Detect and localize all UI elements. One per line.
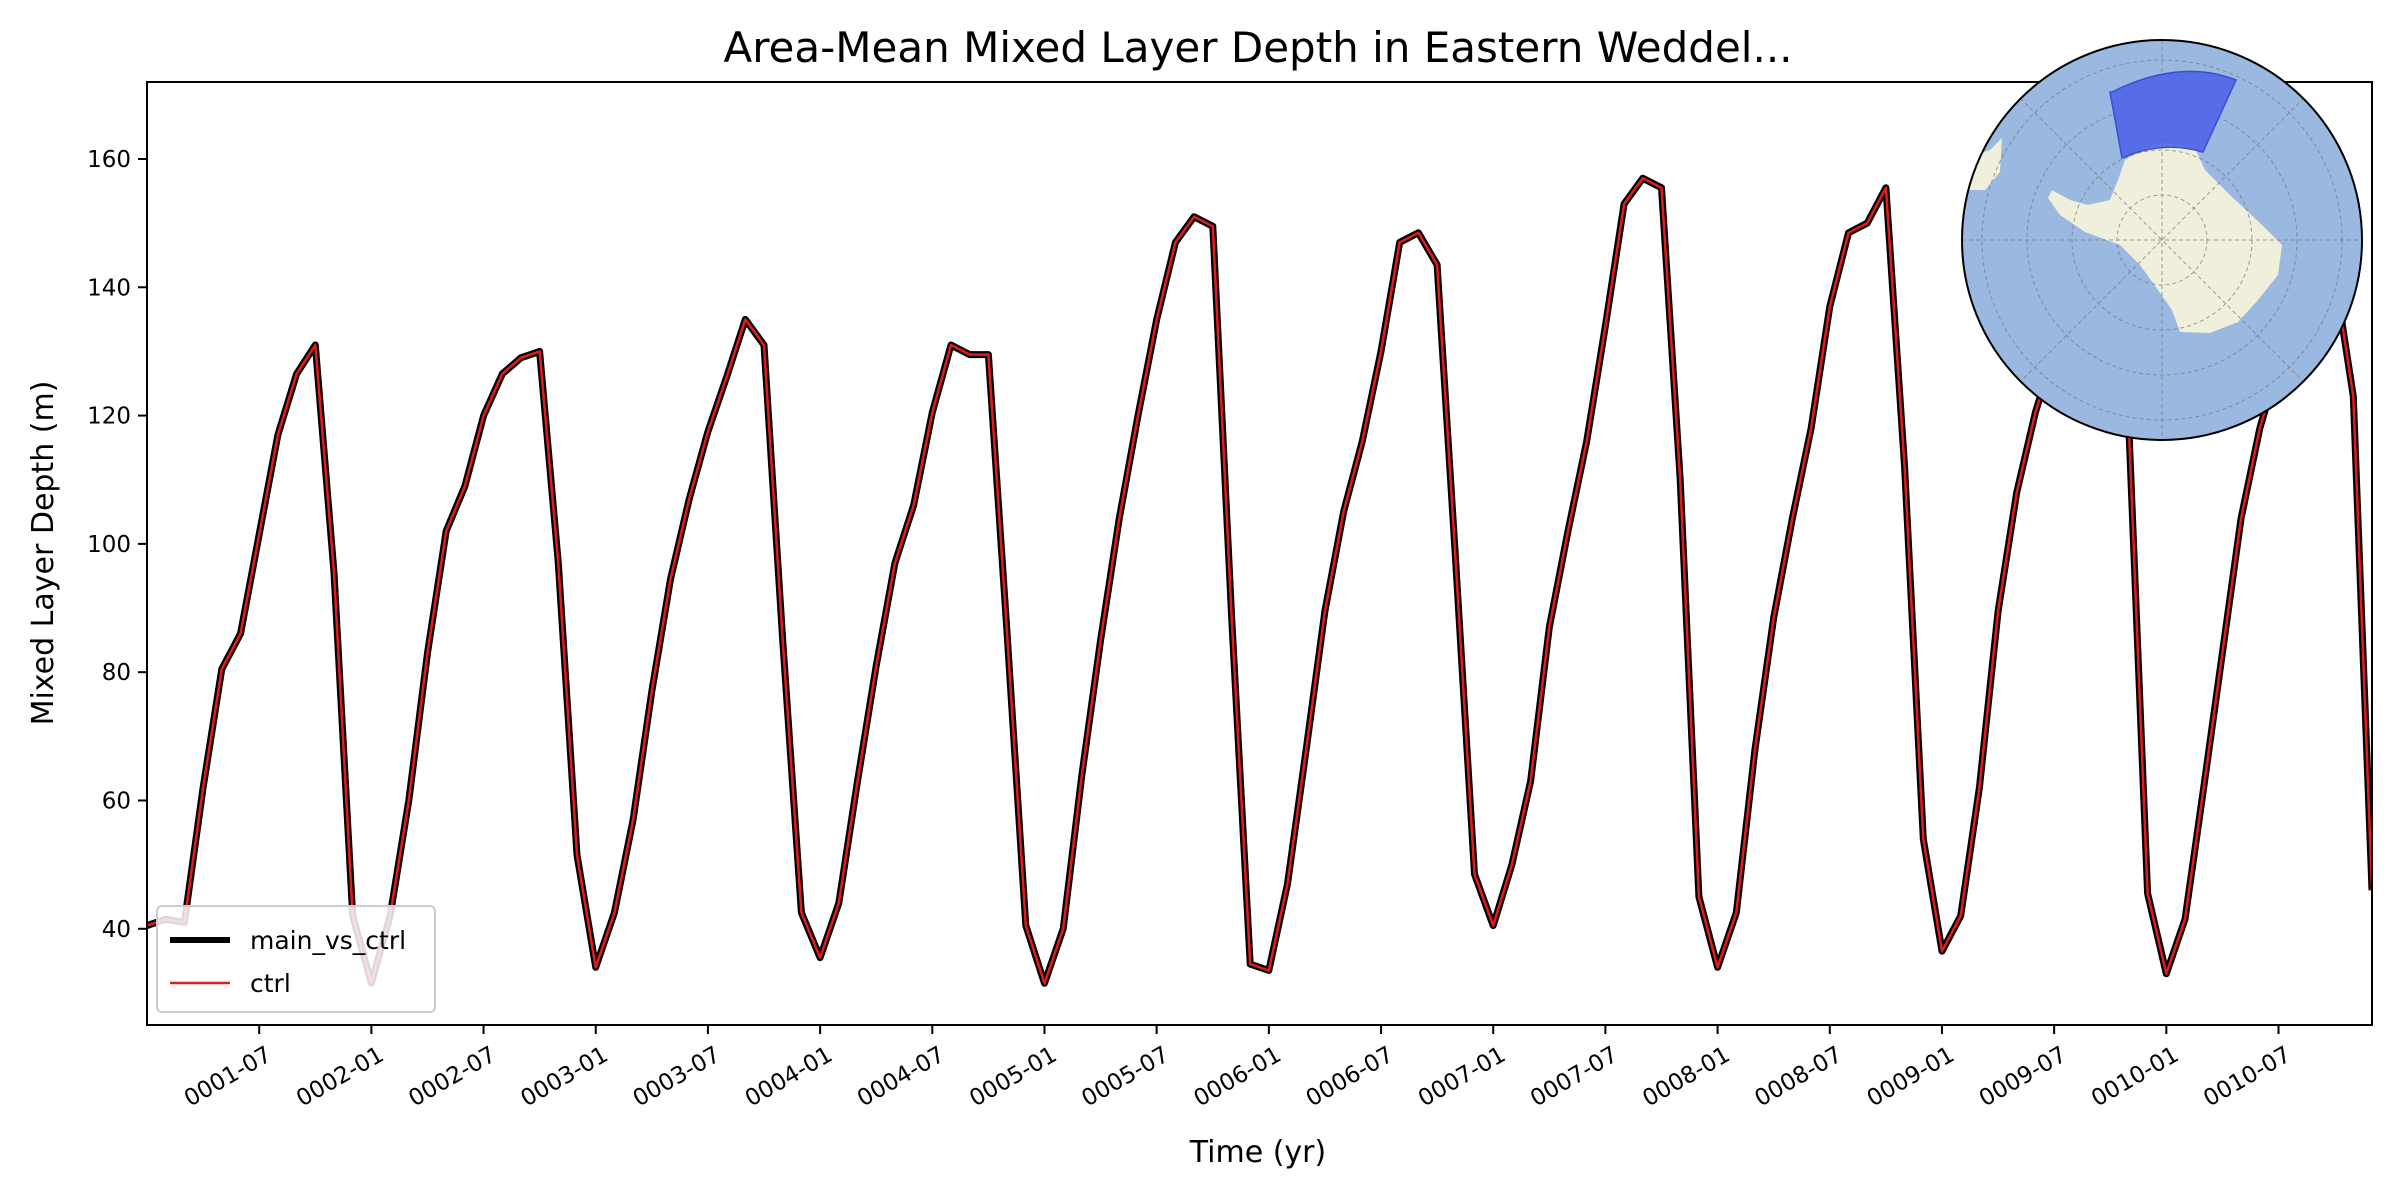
inset-map (1961, 39, 2363, 441)
map-graticule (1962, 40, 2362, 440)
y-tick-label: 40 (102, 917, 131, 943)
y-axis-label: Mixed Layer Depth (m) (26, 381, 61, 726)
plot-area (146, 81, 2373, 1026)
y-tick-label: 60 (102, 788, 131, 814)
y-tick-label: 100 (87, 532, 131, 558)
legend-box (156, 905, 436, 1013)
plot-frame (146, 81, 2373, 1026)
legend-label-ctrl: ctrl (250, 969, 291, 998)
map-antarctica (2048, 143, 2282, 333)
series-line-ctrl (147, 176, 2372, 985)
map-region-highlight (2109, 70, 2238, 160)
y-axis: 40 60 80 100 120 140 160 (87, 147, 147, 943)
legend: main_vs_ctrl ctrl (156, 905, 436, 1013)
y-tick-label: 160 (87, 147, 131, 173)
map-outline (1961, 39, 2363, 441)
legend-label-main-vs-ctrl: main_vs_ctrl (250, 926, 406, 955)
x-axis-label: Time (yr) (1189, 1135, 1326, 1170)
y-tick-label: 140 (87, 275, 131, 301)
chart-title: Area-Mean Mixed Layer Depth in Eastern W… (723, 23, 1792, 72)
y-tick-label: 80 (102, 660, 131, 686)
y-tick-label: 120 (87, 404, 131, 430)
